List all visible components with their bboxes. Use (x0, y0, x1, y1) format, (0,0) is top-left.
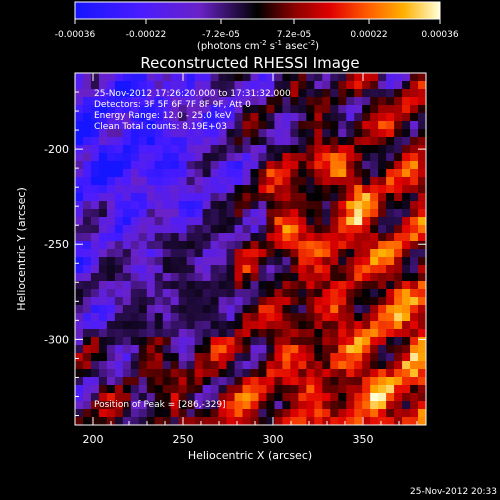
colorbar-ticks: -0.00036 -0.00022 -7.2e-05 7.2e-05 0.00022 0.… (55, 19, 459, 40)
annotation-peak-position: Position of Peak = [286,-329] (94, 400, 226, 410)
y-tick-label: -250 (44, 238, 69, 251)
x-tick-label: 350 (353, 433, 374, 446)
y-tick-label: -200 (44, 143, 69, 156)
annotation-block: 25-Nov-2012 17:26:20.000 to 17:31:32.000… (94, 89, 291, 410)
colorbar-tick-label: -7.2e-05 (202, 30, 240, 40)
colorbar-tick-label: -0.00022 (126, 30, 166, 40)
annotation-time-range: 25-Nov-2012 17:26:20.000 to 17:31:32.000 (94, 89, 291, 99)
colorbar: -0.00036 -0.00022 -7.2e-05 7.2e-05 0.00022 0.… (55, 1, 459, 52)
colorbar-units-label: (photons cm-2 s-1 asec-2) (197, 39, 319, 52)
colorbar-tick-label: -0.00036 (55, 30, 96, 40)
x-axis-label: Heliocentric X (arcsec) (188, 449, 312, 462)
annotation-detectors: Detectors: 3F 5F 6F 7F 8F 9F, Att 0 (94, 100, 251, 110)
plot-frame (74, 72, 427, 426)
x-tick-label: 200 (83, 433, 104, 446)
x-axis: 200 250 300 350 (83, 73, 418, 446)
annotation-energy-range: Energy Range: 12.0 - 25.0 keV (94, 111, 232, 121)
colorbar-tick-label: 7.2e-05 (277, 30, 312, 40)
colorbar-tick-label: 0.00036 (421, 30, 458, 40)
heatmap (75, 73, 426, 425)
x-tick-label: 250 (173, 433, 194, 446)
y-axis: -200 -250 -300 (44, 91, 426, 416)
colorbar-tick-label: 0.00022 (350, 30, 387, 40)
y-axis-label: Heliocentric Y (arcsec) (15, 187, 28, 311)
y-tick-label: -300 (44, 333, 69, 346)
footer-timestamp: 25-Nov-2012 20:33 (410, 487, 497, 497)
x-tick-label: 300 (263, 433, 284, 446)
colorbar-gradient (74, 1, 441, 20)
chart-title: Reconstructed RHESSI Image (140, 54, 359, 72)
annotation-clean-counts: Clean Total counts: 8.19E+03 (94, 122, 227, 132)
